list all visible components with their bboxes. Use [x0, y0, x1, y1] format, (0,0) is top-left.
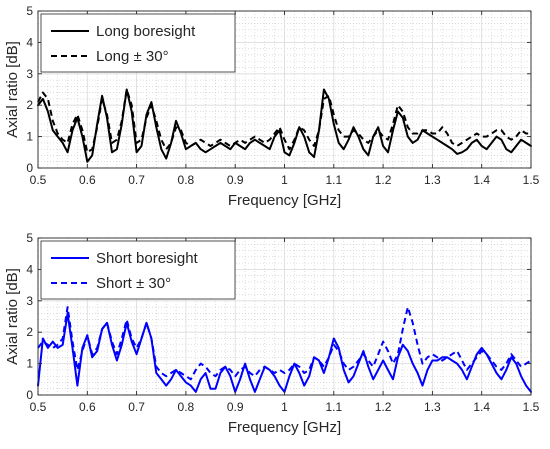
x-tick-label: 1.1	[325, 173, 342, 187]
y-tick-label: 1	[26, 130, 33, 144]
y-tick-label: 3	[26, 294, 33, 308]
x-tick-label: 0.7	[128, 400, 145, 414]
x-tick-label: 1.5	[523, 400, 540, 414]
x-tick-label: 0.5	[30, 173, 47, 187]
y-tick-label: 0	[26, 161, 33, 175]
y-axis-title: Axial ratio [dB]	[4, 41, 21, 138]
y-tick-label: 5	[26, 231, 33, 245]
y-tick-label: 1	[26, 357, 33, 371]
series-line-2	[37, 88, 531, 154]
legend-label-2: Short ± 30°	[96, 275, 171, 292]
series-line-2	[37, 306, 532, 381]
y-tick-label: 2	[26, 98, 33, 112]
legend-label-1: Long boresight	[96, 23, 196, 40]
x-tick-label: 0.8	[178, 400, 195, 414]
x-axis-title: Frequency [GHz]	[228, 419, 341, 436]
x-tick-label: 0.6	[79, 400, 96, 414]
chart-bottom: 0.5 0.6 0.7 0.8 0.9 1 1.1 1.2 1.3 1.4 1.5 0 1 2 3 4 5 Fre…	[4, 231, 540, 436]
x-tick-label: 0.5	[30, 400, 47, 414]
legend: Long boresight Long ± 30°	[40, 13, 236, 73]
x-tick-label: 1	[281, 173, 288, 187]
x-tick-label: 1	[281, 400, 288, 414]
x-tick-label: 1.2	[375, 173, 392, 187]
x-tick-label: 0.6	[79, 173, 96, 187]
chart-top: 0.5 0.6 0.7 0.8 0.9 1 1.1 1.2 1.3 1.4 1.5 0 1 2 3 4 5 Fre…	[4, 4, 540, 209]
y-tick-label: 4	[26, 262, 33, 276]
y-tick-label: 5	[26, 4, 33, 18]
legend-box	[40, 240, 236, 300]
legend-box	[40, 13, 236, 73]
x-tick-label: 1.2	[375, 400, 392, 414]
y-axis-title: Axial ratio [dB]	[4, 268, 21, 365]
legend-label-1: Short boresight	[96, 250, 199, 267]
x-tick-label: 1.1	[325, 400, 342, 414]
legend-label-2: Long ± 30°	[96, 48, 169, 65]
y-tick-label: 0	[26, 388, 33, 402]
y-tick-label: 3	[26, 67, 33, 81]
x-tick-label: 1.4	[473, 173, 490, 187]
x-tick-label: 1.4	[473, 400, 490, 414]
x-tick-label: 0.9	[227, 173, 244, 187]
x-axis-title: Frequency [GHz]	[228, 192, 341, 209]
x-tick-label: 0.9	[227, 400, 244, 414]
series-line-1	[37, 88, 532, 163]
legend: Short boresight Short ± 30°	[40, 240, 236, 300]
x-tick-label: 1.5	[523, 173, 540, 187]
x-tick-label: 1.3	[424, 400, 441, 414]
y-tick-label: 2	[26, 325, 33, 339]
x-tick-label: 0.7	[128, 173, 145, 187]
x-tick-label: 0.8	[178, 173, 195, 187]
y-tick-label: 4	[26, 35, 33, 49]
x-tick-label: 1.3	[424, 173, 441, 187]
